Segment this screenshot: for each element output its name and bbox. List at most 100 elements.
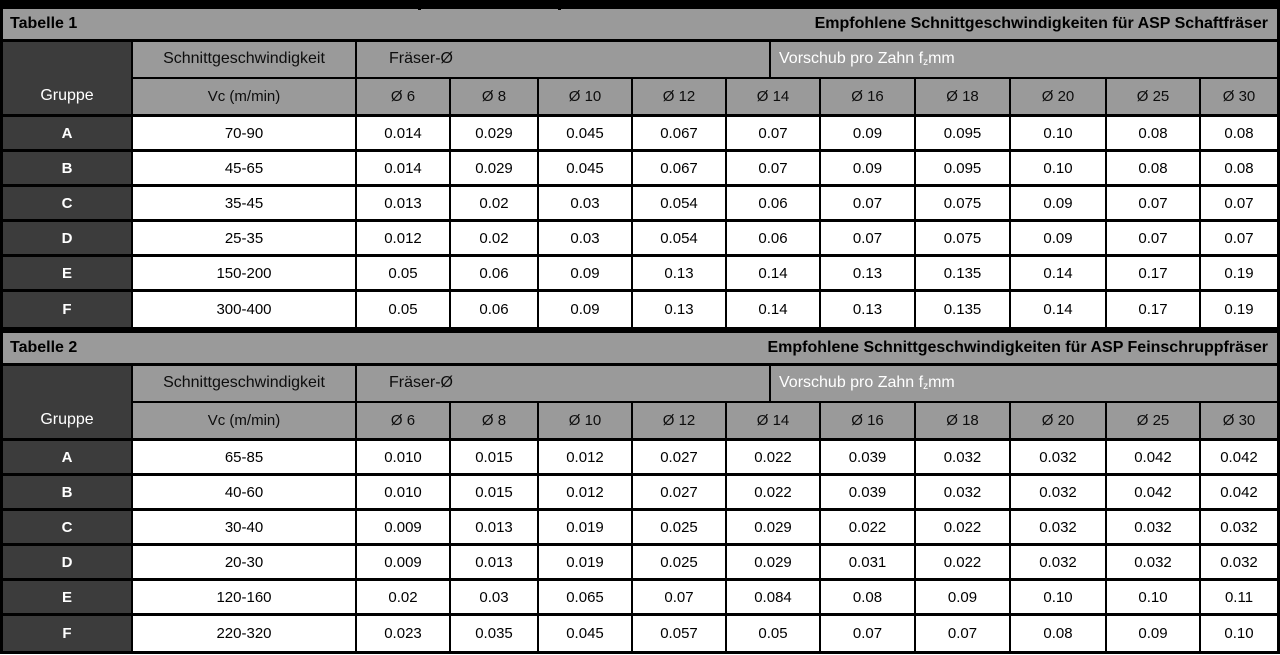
diameter-header-cell: Ø 25 — [1107, 78, 1201, 114]
feed-subscript-text: z — [923, 380, 929, 392]
feed-value-cell: 0.032 — [1011, 441, 1107, 473]
table-row: E 150-200 0.05 0.06 0.09 0.13 0.14 0.13 0.135 0.1… — [3, 257, 1277, 292]
feed-value-cell: 0.07 — [1201, 187, 1277, 219]
table-row: B 40-60 0.010 0.015 0.012 0.027 0.022 0.039 0.03… — [3, 476, 1277, 511]
feed-value-cell: 0.09 — [821, 117, 916, 149]
feed-value-cell: 0.14 — [727, 292, 821, 327]
feed-value-cell: 0.009 — [357, 511, 451, 543]
feed-header-unit: mm — [928, 374, 955, 392]
diameter-header-cell: Ø 16 — [821, 78, 916, 114]
diameter-header-cell: Ø 20 — [1011, 78, 1107, 114]
feed-value-cell: 0.057 — [633, 616, 727, 651]
feed-value-cell: 0.010 — [357, 441, 451, 473]
feed-value-cell: 0.067 — [633, 152, 727, 184]
vc-header-cell: Vc (m/min) — [133, 78, 357, 114]
diameter-header-cell: Ø 30 — [1201, 402, 1277, 438]
vc-value-cell: 220-320 — [133, 616, 357, 651]
diameter-header-cell: Ø 6 — [357, 402, 451, 438]
feed-value-cell: 0.013 — [357, 187, 451, 219]
feed-value-cell: 0.032 — [1201, 511, 1277, 543]
diameter-header-cell: Ø 6 — [357, 78, 451, 114]
feed-value-cell: 0.14 — [727, 257, 821, 289]
feed-value-cell: 0.054 — [633, 187, 727, 219]
vc-header-cell: Vc (m/min) — [133, 402, 357, 438]
feed-value-cell: 0.075 — [916, 187, 1011, 219]
vc-value-cell: 45-65 — [133, 152, 357, 184]
feed-value-cell: 0.029 — [727, 546, 821, 578]
table-row: D 25-35 0.012 0.02 0.03 0.054 0.06 0.07 0.075 0.0… — [3, 222, 1277, 257]
feed-value-cell: 0.07 — [1201, 222, 1277, 254]
feed-value-cell: 0.032 — [1201, 546, 1277, 578]
diameter-header-cell: Ø 16 — [821, 402, 916, 438]
feed-value-cell: 0.08 — [1107, 117, 1201, 149]
diameter-header-cell: Ø 8 — [451, 402, 539, 438]
feed-value-cell: 0.07 — [821, 616, 916, 651]
feed-value-cell: 0.07 — [633, 581, 727, 613]
feed-value-cell: 0.022 — [916, 511, 1011, 543]
diameter-header-cell: Ø 30 — [1201, 78, 1277, 114]
vc-value-cell: 120-160 — [133, 581, 357, 613]
feed-value-cell: 0.029 — [727, 511, 821, 543]
table-tag: Tabelle 2 — [10, 339, 78, 356]
feed-value-cell: 0.042 — [1107, 476, 1201, 508]
feed-value-cell: 0.019 — [539, 511, 633, 543]
feed-value-cell: 0.10 — [1011, 117, 1107, 149]
feed-value-cell: 0.13 — [821, 257, 916, 289]
table-1-header: Gruppe Schnittgeschwindigkeit Fräser-Ø Vors… — [3, 42, 1277, 117]
feed-value-cell: 0.07 — [1107, 222, 1201, 254]
feed-value-cell: 0.05 — [357, 292, 451, 327]
table-1-section: Tabelle 1 Empfohlene Schnittgeschwindigk… — [0, 6, 1280, 330]
group-cell: A — [3, 441, 133, 473]
feed-value-cell: 0.06 — [727, 222, 821, 254]
table-row: D 20-30 0.009 0.013 0.019 0.025 0.029 0.031 0.02… — [3, 546, 1277, 581]
feed-value-cell: 0.02 — [357, 581, 451, 613]
group-cell: C — [3, 511, 133, 543]
group-cell: E — [3, 257, 133, 289]
vc-value-cell: 40-60 — [133, 476, 357, 508]
feed-subscript-text: z — [923, 56, 929, 68]
feed-value-cell: 0.032 — [1011, 546, 1107, 578]
feed-value-cell: 0.09 — [539, 292, 633, 327]
table-title: Empfohlene Schnittgeschwindigkeiten für … — [767, 339, 1268, 356]
table-row: A 65-85 0.010 0.015 0.012 0.027 0.022 0.039 0.03… — [3, 441, 1277, 476]
feed-value-cell: 0.015 — [451, 441, 539, 473]
feed-value-cell: 0.05 — [357, 257, 451, 289]
feed-header-text: Vorschub pro Zahn f — [779, 374, 924, 392]
feed-value-cell: 0.045 — [539, 152, 633, 184]
vc-value-cell: 300-400 — [133, 292, 357, 327]
feed-value-cell: 0.03 — [451, 581, 539, 613]
feed-value-cell: 0.10 — [1201, 616, 1277, 651]
feed-value-cell: 0.045 — [539, 117, 633, 149]
crop-artifact-tick — [558, 6, 561, 10]
group-cell: B — [3, 152, 133, 184]
group-cell: D — [3, 222, 133, 254]
feed-value-cell: 0.039 — [821, 441, 916, 473]
speed-header-cell: Schnittgeschwindigkeit — [133, 42, 357, 77]
feed-value-cell: 0.03 — [539, 222, 633, 254]
feed-value-cell: 0.09 — [539, 257, 633, 289]
feed-value-cell: 0.027 — [633, 441, 727, 473]
group-cell: D — [3, 546, 133, 578]
feed-value-cell: 0.17 — [1107, 292, 1201, 327]
diameter-header-cell: Ø 18 — [916, 402, 1011, 438]
feed-value-cell: 0.075 — [916, 222, 1011, 254]
feed-value-cell: 0.032 — [916, 476, 1011, 508]
feed-value-cell: 0.14 — [1011, 257, 1107, 289]
table-row: F 220-320 0.023 0.035 0.045 0.057 0.05 0.07 0.07… — [3, 616, 1277, 651]
feed-value-cell: 0.032 — [1107, 546, 1201, 578]
feed-value-cell: 0.09 — [1107, 616, 1201, 651]
feed-value-cell: 0.10 — [1011, 581, 1107, 613]
diameter-header-cell: Ø 14 — [727, 78, 821, 114]
diameter-group-header-cell: Fräser-Ø — [357, 42, 771, 77]
table-row: F 300-400 0.05 0.06 0.09 0.13 0.14 0.13 0.135 0.1… — [3, 292, 1277, 327]
feed-value-cell: 0.015 — [451, 476, 539, 508]
feed-value-cell: 0.135 — [916, 257, 1011, 289]
feed-value-cell: 0.08 — [821, 581, 916, 613]
table-2-header: Gruppe Schnittgeschwindigkeit Fräser-Ø Vors… — [3, 366, 1277, 441]
feed-value-cell: 0.029 — [451, 117, 539, 149]
feed-value-cell: 0.042 — [1107, 441, 1201, 473]
table-row: E 120-160 0.02 0.03 0.065 0.07 0.084 0.08 0.09 0.… — [3, 581, 1277, 616]
vc-value-cell: 20-30 — [133, 546, 357, 578]
diameter-header-cell: Ø 14 — [727, 402, 821, 438]
group-cell: F — [3, 292, 133, 327]
